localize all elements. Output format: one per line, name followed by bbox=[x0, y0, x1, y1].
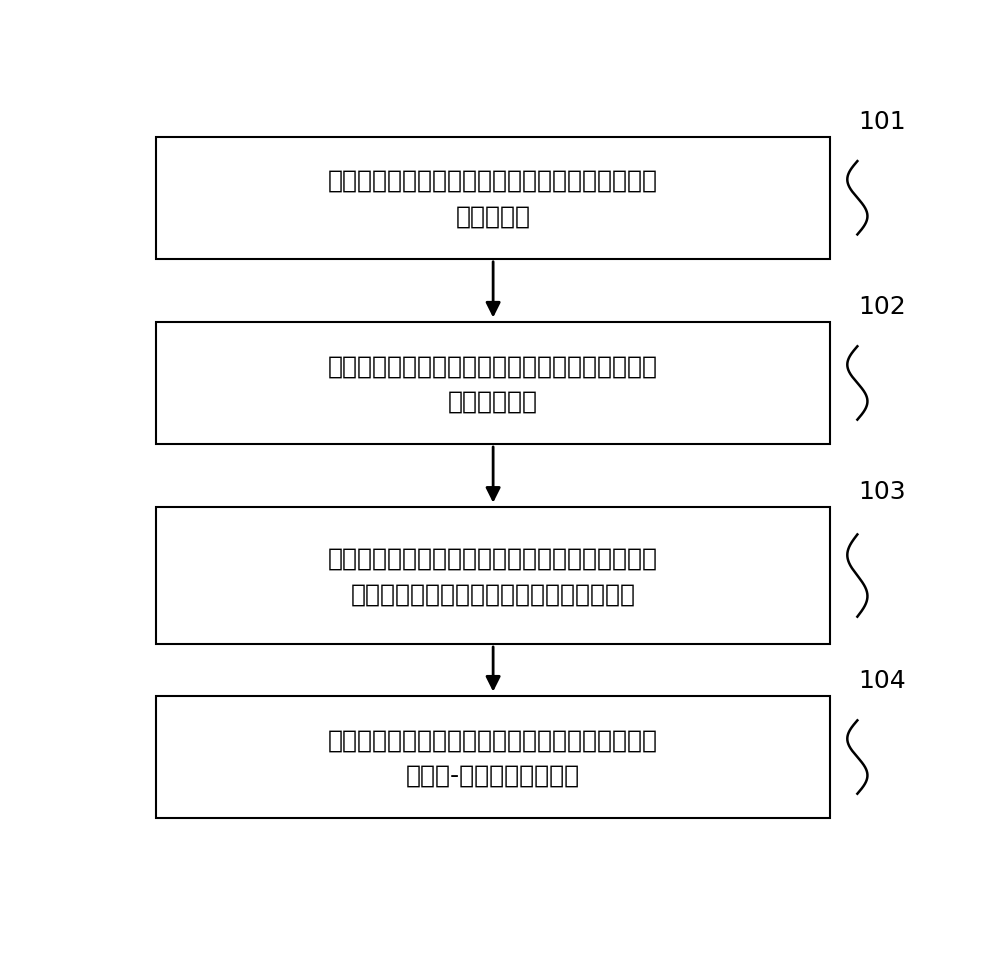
Bar bbox=[156, 323, 830, 445]
Bar bbox=[156, 507, 830, 645]
Bar bbox=[156, 696, 830, 819]
Text: 将脱水的卡德兰胶与己内酯单体在催化剂的作用下: 将脱水的卡德兰胶与己内酯单体在催化剂的作用下 bbox=[328, 546, 658, 570]
Bar bbox=[156, 137, 830, 259]
Text: 对所述接枝共聚物半成品进行后处理，获得所述卡: 对所述接枝共聚物半成品进行后处理，获得所述卡 bbox=[328, 727, 658, 752]
Text: 101: 101 bbox=[858, 110, 906, 134]
Text: 的卡德兰胶: 的卡德兰胶 bbox=[456, 205, 531, 229]
Text: 利用二甲基亚砜溶胀卡德兰胶，获得处于溶胀状态: 利用二甲基亚砜溶胀卡德兰胶，获得处于溶胀状态 bbox=[328, 169, 658, 193]
Text: 104: 104 bbox=[858, 669, 906, 693]
Text: 103: 103 bbox=[858, 480, 906, 504]
Text: 进行接枝聚合反应，获得接枝共聚物半成品: 进行接枝聚合反应，获得接枝共聚物半成品 bbox=[351, 581, 636, 605]
Text: 将处于溶胀状态的卡德兰胶进行脱水处理，获得脱: 将处于溶胀状态的卡德兰胶进行脱水处理，获得脱 bbox=[328, 354, 658, 378]
Text: 德兰胶-己内酯接枝共聚物: 德兰胶-己内酯接枝共聚物 bbox=[406, 763, 580, 787]
Text: 102: 102 bbox=[858, 295, 906, 319]
Text: 水的卡德兰胶: 水的卡德兰胶 bbox=[448, 389, 538, 413]
